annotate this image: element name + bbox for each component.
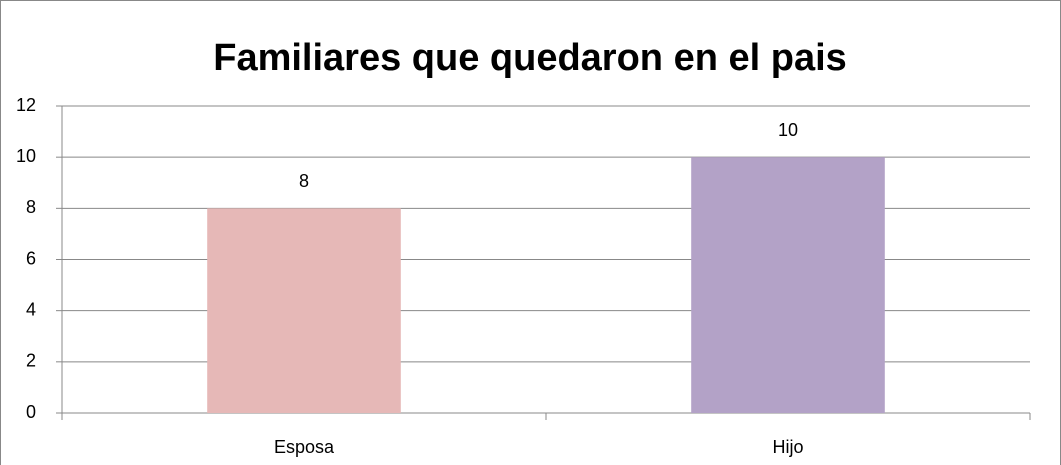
- data-label: 8: [299, 171, 309, 191]
- bar: [207, 208, 401, 413]
- data-label: 10: [778, 120, 798, 140]
- y-tick-label: 6: [26, 248, 36, 268]
- chart-title: Familiares que quedaron en el pais: [213, 37, 847, 79]
- y-tick-label: 8: [26, 197, 36, 217]
- y-tick-label: 2: [26, 351, 36, 371]
- y-tick-label: 10: [16, 146, 36, 166]
- y-tick-label: 4: [26, 299, 36, 319]
- x-tick-label: Esposa: [274, 437, 335, 457]
- bar: [691, 157, 885, 413]
- y-tick-label: 0: [26, 402, 36, 422]
- y-tick-label: 12: [16, 95, 36, 115]
- x-tick-label: Hijo: [772, 437, 803, 457]
